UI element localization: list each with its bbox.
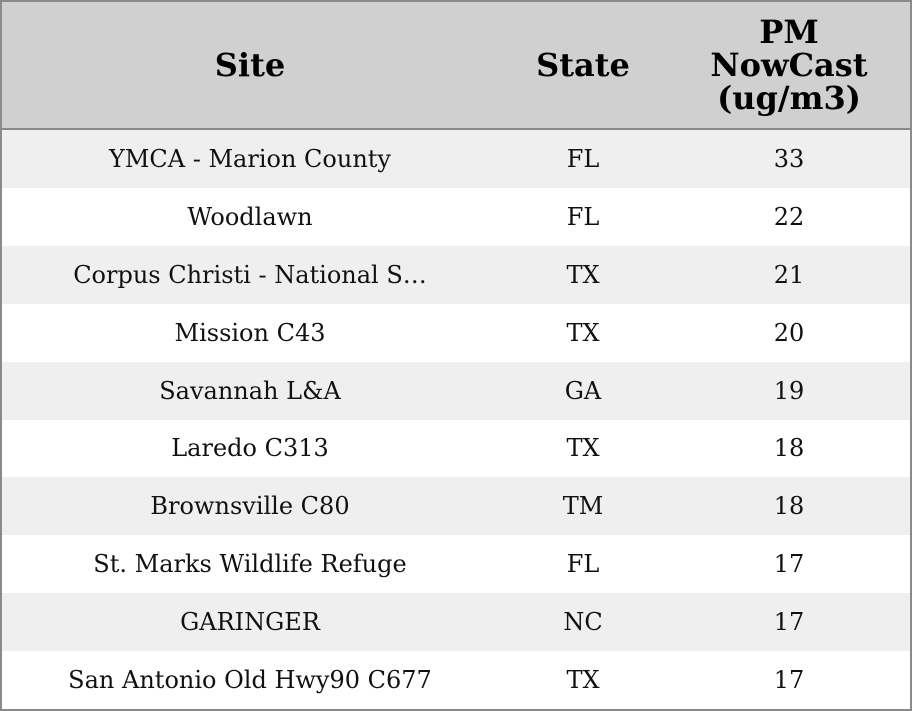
table-cell: Mission C43 xyxy=(174,318,326,347)
table-cell: 22 xyxy=(773,202,805,231)
table-cell: 21 xyxy=(773,260,805,289)
table-cell: TX xyxy=(566,434,600,463)
header-cell: Site xyxy=(2,45,498,84)
header-cell: PM NowCast (ug/m3) xyxy=(668,12,910,117)
table-cell: 17 xyxy=(773,666,805,695)
table-cell: St. Marks Wildlife Refuge xyxy=(93,550,407,579)
table-row: Savannah L&A GA 19 xyxy=(2,361,910,420)
table-cell: 18 xyxy=(773,492,805,521)
header-row: Site State PM NowCast (ug/m3) xyxy=(2,2,910,130)
table-cell: Brownsville C80 xyxy=(150,492,350,521)
table-row: YMCA - Marion County FL 33 xyxy=(2,130,910,188)
table-row: St. Marks Wildlife Refuge FL 17 xyxy=(2,535,910,593)
table-row: Brownsville C80 TM 18 xyxy=(2,477,910,536)
table-row: Laredo C313 TX 18 xyxy=(2,420,910,478)
table-cell: 17 xyxy=(773,550,805,579)
table-cell: Laredo C313 xyxy=(171,434,329,463)
table-cell: TX xyxy=(566,666,600,695)
table-cell: 19 xyxy=(773,376,805,405)
table-cell: San Antonio Old Hwy90 C677 xyxy=(68,666,432,695)
header-text: PM NowCast (ug/m3) xyxy=(710,12,868,117)
table-cell: 17 xyxy=(773,608,805,637)
table-row: San Antonio Old Hwy90 C677 TX 17 xyxy=(2,651,910,709)
table-row: Woodlawn FL 22 xyxy=(2,188,910,246)
table-cell: YMCA - Marion County xyxy=(109,144,391,173)
table-cell: Woodlawn xyxy=(187,202,313,231)
table-row: Corpus Christi - National S… TX 21 xyxy=(2,245,910,304)
table-cell: GA xyxy=(564,376,602,405)
table-cell: 33 xyxy=(773,144,805,173)
table-cell: FL xyxy=(566,550,600,579)
table-cell: TX xyxy=(566,318,600,347)
table-cell: TX xyxy=(566,260,600,289)
table-cell: NC xyxy=(563,608,603,637)
table-cell: GARINGER xyxy=(180,608,320,637)
table-cell: 20 xyxy=(773,318,805,347)
header-text: State xyxy=(536,45,630,84)
table-cell: TM xyxy=(562,492,604,521)
table-row: Mission C43 TX 20 xyxy=(2,304,910,362)
header-cell: State xyxy=(498,45,668,84)
table-cell: FL xyxy=(566,144,600,173)
table-cell: Savannah L&A xyxy=(159,376,341,405)
table-row: GARINGER NC 17 xyxy=(2,593,910,652)
table-cell: 18 xyxy=(773,434,805,463)
table-cell: Corpus Christi - National S… xyxy=(73,260,427,289)
table-cell: FL xyxy=(566,202,600,231)
header-text: Site xyxy=(214,45,286,84)
